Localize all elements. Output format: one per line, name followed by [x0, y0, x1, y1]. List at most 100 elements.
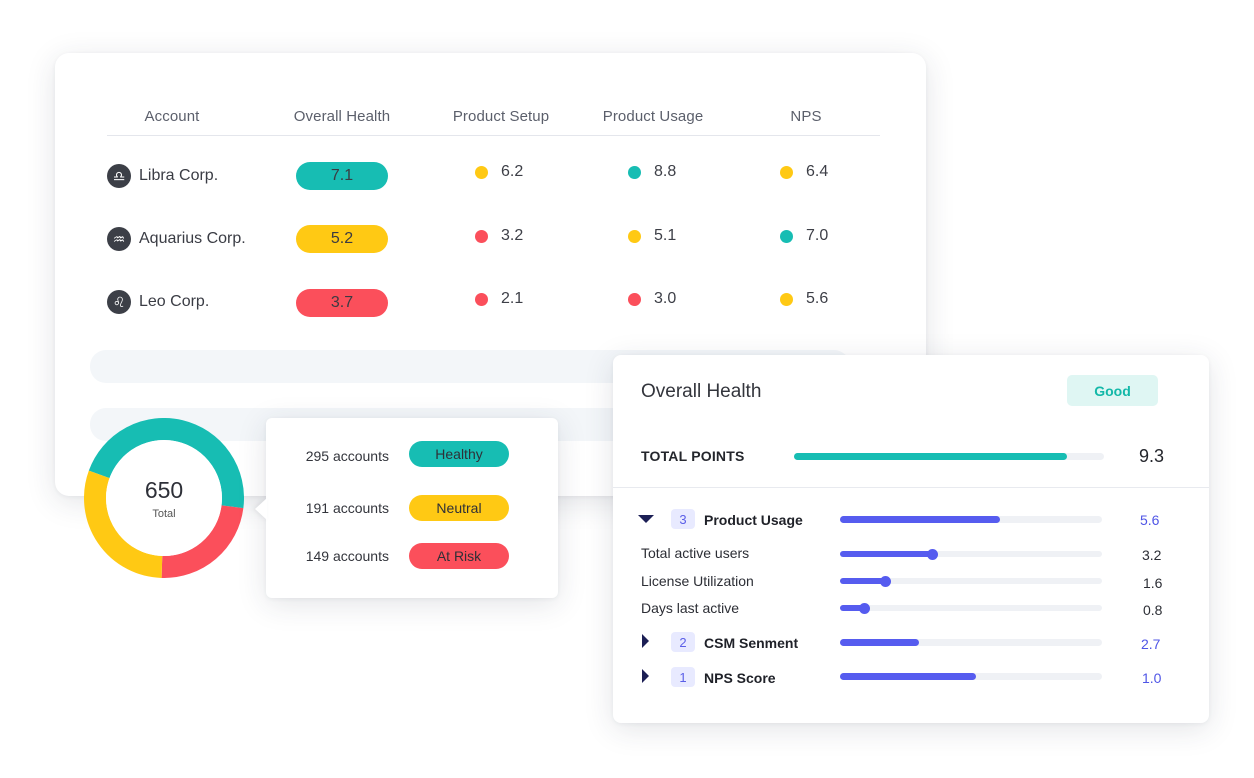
account-name: Leo Corp.: [139, 293, 210, 310]
metric-value: 0.8: [1143, 602, 1163, 618]
legend-count-healthy: 295 accounts: [305, 448, 389, 464]
score-value: 5.6: [806, 290, 829, 307]
category-bar-fill: [840, 639, 919, 646]
total-points-label: TOTAL POINTS: [641, 448, 745, 464]
leo-zodiac-icon: ♌: [107, 290, 131, 314]
product-usage-score: 8.8: [628, 163, 676, 181]
column-header-nps[interactable]: NPS: [790, 108, 822, 125]
metric-bar: [840, 549, 1102, 560]
product-setup-score: 3.2: [475, 227, 523, 245]
product-setup-score: 6.2: [475, 163, 523, 181]
donut-segment-neutral[interactable]: [84, 470, 163, 578]
table-row-account[interactable]: ♌ Leo Corp.: [107, 290, 209, 314]
donut-total-label: Total: [152, 507, 176, 520]
expand-caret-icon[interactable]: [642, 634, 649, 648]
donut-segment-healthy[interactable]: [88, 418, 244, 509]
column-header-account[interactable]: Account: [144, 108, 200, 125]
metric-slider-knob[interactable]: [858, 603, 870, 614]
legend-badge-at-risk[interactable]: At Risk: [409, 543, 509, 569]
category-name-nps-score[interactable]: NPS Score: [704, 670, 776, 686]
nps-score: 6.4: [780, 163, 828, 181]
category-weight-badge: 3: [671, 509, 695, 529]
metric-bar: [840, 603, 1102, 614]
donut-segment-at-risk[interactable]: [161, 504, 244, 578]
metric-slider-knob[interactable]: [926, 549, 938, 560]
score-value: 3.0: [654, 290, 677, 307]
category-bar: [840, 516, 1102, 523]
product-usage-score: 5.1: [628, 227, 676, 245]
score-value: 6.2: [501, 163, 524, 180]
overall-health-score: 5.2: [296, 225, 388, 253]
overall-health-score: 7.1: [296, 162, 388, 190]
metric-license-utilization: License Utilization: [641, 573, 754, 589]
legend-count-at-risk: 149 accounts: [305, 548, 389, 564]
status-dot: [475, 292, 488, 306]
category-name-csm-sentiment[interactable]: CSM Senment: [704, 635, 799, 651]
category-weight-badge: 2: [671, 632, 695, 652]
donut-center: 650 Total: [106, 440, 222, 556]
status-dot: [628, 292, 641, 306]
status-dot: [475, 165, 488, 179]
column-header-product-setup[interactable]: Product Setup: [452, 108, 550, 125]
column-header-product-usage[interactable]: Product Usage: [602, 108, 704, 125]
status-dot: [780, 292, 793, 306]
health-status-badge: Good: [1067, 375, 1158, 406]
product-setup-score: 2.1: [475, 290, 523, 308]
popup-pointer: [255, 498, 267, 520]
metric-total-active-users: Total active users: [641, 545, 750, 561]
nps-score: 7.0: [780, 227, 828, 245]
metric-value: 1.6: [1143, 575, 1163, 591]
category-value: 2.7: [1141, 636, 1161, 652]
nps-score: 5.6: [780, 290, 828, 308]
account-name: Libra Corp.: [139, 167, 219, 184]
metric-bar-fill: [840, 605, 864, 611]
metric-bar-fill: [840, 578, 885, 584]
overall-health-score: 3.7: [296, 289, 388, 317]
panel-title: Overall Health: [641, 381, 762, 402]
aquarius-zodiac-icon: ♒: [107, 227, 131, 251]
status-dot: [475, 229, 488, 243]
libra-zodiac-icon: ♎: [107, 164, 131, 188]
metric-days-last-active: Days last active: [641, 600, 740, 616]
donut-svg: [84, 418, 244, 578]
table-row-account[interactable]: ♒ Aquarius Corp.: [107, 227, 246, 251]
legend-count-neutral: 191 accounts: [305, 500, 389, 516]
total-points-bar-fill: [794, 453, 1067, 460]
score-value: 5.1: [654, 227, 677, 244]
category-value: 5.6: [1140, 512, 1160, 528]
account-name: Aquarius Corp.: [139, 230, 246, 247]
category-bar: [840, 673, 1102, 680]
category-bar-fill: [840, 673, 977, 680]
category-weight-badge: 1: [671, 667, 695, 687]
status-dot: [628, 229, 641, 243]
metric-bar: [840, 576, 1102, 587]
donut-total-value: 650: [144, 476, 184, 503]
status-dot: [780, 165, 793, 179]
score-value: 2.1: [501, 290, 524, 307]
score-value: 8.8: [654, 163, 677, 180]
category-name-product-usage[interactable]: Product Usage: [704, 512, 803, 528]
collapse-caret-icon[interactable]: [638, 515, 654, 523]
category-value: 1.0: [1142, 670, 1162, 686]
panel-divider: [613, 487, 1209, 488]
legend-badge-healthy[interactable]: Healthy: [409, 441, 509, 467]
expand-caret-icon[interactable]: [642, 669, 649, 683]
metric-bar-fill: [840, 551, 932, 557]
overall-health-panel: [613, 355, 1209, 723]
total-points-bar: [794, 453, 1104, 460]
table-header-divider: [107, 135, 880, 136]
product-usage-score: 3.0: [628, 290, 676, 308]
table-row-account[interactable]: ♎ Libra Corp.: [107, 164, 218, 188]
accounts-donut-chart[interactable]: [84, 418, 244, 578]
score-value: 7.0: [806, 227, 829, 244]
score-value: 6.4: [806, 163, 829, 180]
score-value: 3.2: [501, 227, 524, 244]
metric-slider-knob[interactable]: [879, 576, 891, 587]
total-points-value: 9.3: [1139, 446, 1165, 466]
column-header-overall-health[interactable]: Overall Health: [293, 108, 391, 125]
metric-value: 3.2: [1142, 547, 1162, 563]
category-bar-fill: [840, 516, 1000, 523]
status-dot: [628, 165, 641, 179]
legend-badge-neutral[interactable]: Neutral: [409, 495, 509, 521]
category-bar: [840, 639, 1102, 646]
